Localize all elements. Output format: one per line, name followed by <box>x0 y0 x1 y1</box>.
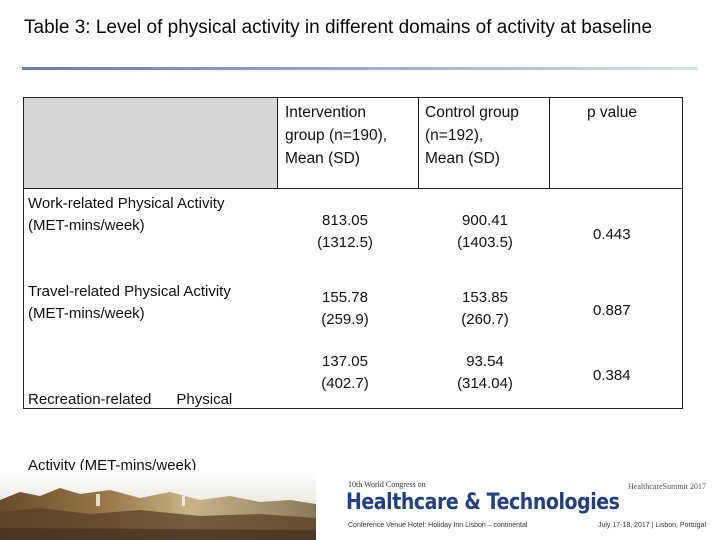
work-control-value: 900.41 (1403.5) <box>425 210 545 254</box>
mean-value: 93.54 <box>466 353 504 370</box>
recreation-control-value: 93.54 (314.04) <box>425 351 545 395</box>
header-bottom-border <box>24 188 682 189</box>
header-control-line: Mean (SD) <box>425 150 500 167</box>
event-logo-text: Healthcare & Technologies <box>346 490 620 515</box>
travel-control-value: 153.85 (260.7) <box>425 287 545 331</box>
travel-intervention-value: 155.78 (259.9) <box>285 287 405 331</box>
row-label-line: Activity (MET-mins/week) <box>28 457 197 474</box>
mean-value: 153.85 <box>462 289 508 306</box>
sd-value: (1403.5) <box>457 234 513 251</box>
row-label-travel: Travel-related Physical Activity (MET-mi… <box>28 281 278 325</box>
header-divider-3 <box>549 98 550 188</box>
event-dates: July 17-18, 2017 | Lisbon, Portugal <box>597 522 706 529</box>
travel-pvalue: 0.887 <box>593 302 631 319</box>
venue-text: Conference Venue Hotel: Holiday Inn Lisb… <box>348 522 528 529</box>
header-control-line: (n=192), <box>425 127 484 144</box>
summit-logo: HealthcareSummit 2017 <box>628 482 706 491</box>
header-intervention: Intervention group (n=190), Mean (SD) <box>285 101 420 170</box>
recreation-pvalue: 0.384 <box>593 367 631 384</box>
header-divider-1 <box>277 98 278 188</box>
header-control: Control group (n=192), Mean (SD) <box>425 101 555 170</box>
congress-caption: 10th World Congress on <box>348 480 426 489</box>
sd-value: (260.7) <box>461 311 509 328</box>
row-label-line: Recreation-related Physical <box>28 391 233 408</box>
header-divider-2 <box>418 98 419 188</box>
footer-banner <box>0 462 720 540</box>
mean-value: 137.05 <box>322 353 368 370</box>
sd-value: (314.04) <box>457 375 513 392</box>
header-intervention-line: Intervention <box>285 104 366 121</box>
header-empty-cell <box>24 98 277 188</box>
header-intervention-line: Mean (SD) <box>285 150 360 167</box>
mean-value: 900.41 <box>462 212 508 229</box>
recreation-intervention-value: 137.05 (402.7) <box>285 351 405 395</box>
lisbon-city-photo <box>0 470 316 540</box>
row-label-line: Travel-related Physical Activity <box>28 283 231 300</box>
row-label-line: (MET-mins/week) <box>28 217 145 234</box>
row-label-line: (MET-mins/week) <box>28 305 145 322</box>
header-intervention-line: group (n=190), <box>285 127 388 144</box>
row-label-work: Work-related Physical Activity (MET-mins… <box>28 193 278 237</box>
title-divider <box>22 67 698 70</box>
sd-value: (259.9) <box>321 311 369 328</box>
work-pvalue: 0.443 <box>593 226 631 243</box>
row-label-recreation: Recreation-related Physical Activity (ME… <box>28 345 278 499</box>
mean-value: 813.05 <box>322 212 368 229</box>
slide-title: Table 3: Level of physical activity in d… <box>24 17 653 38</box>
sd-value: (402.7) <box>321 375 369 392</box>
work-intervention-value: 813.05 (1312.5) <box>285 210 405 254</box>
sd-value: (1312.5) <box>317 234 373 251</box>
header-pvalue: p value <box>587 104 637 121</box>
activity-table <box>23 97 683 409</box>
header-control-line: Control group <box>425 104 519 121</box>
mean-value: 155.78 <box>322 289 368 306</box>
row-label-line: Work-related Physical Activity <box>28 195 225 212</box>
